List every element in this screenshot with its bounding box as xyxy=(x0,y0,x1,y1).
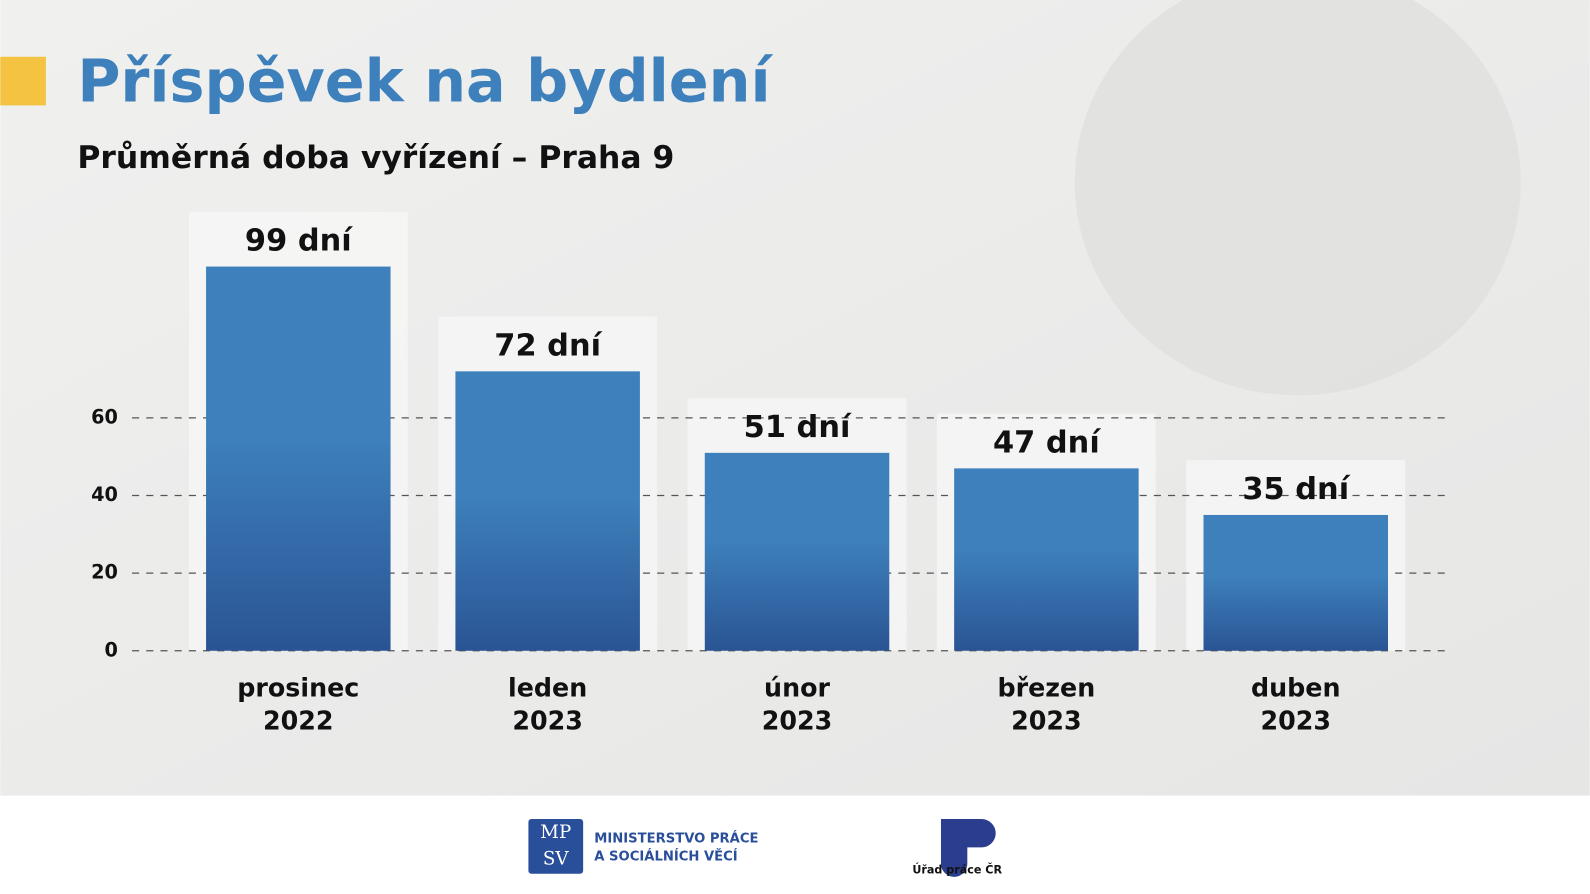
ministry-name: A SOCIÁLNÍCH VĚCÍ xyxy=(594,848,738,865)
value-label: 72 dní xyxy=(494,329,602,364)
bar xyxy=(1203,514,1388,651)
up-logo xyxy=(940,819,996,877)
mpsv-logo xyxy=(528,819,584,874)
y-tick-label: 40 xyxy=(91,483,118,506)
bar xyxy=(954,468,1139,651)
x-tick-label: duben 2023 xyxy=(1251,672,1341,735)
x-tick-label: leden 2023 xyxy=(508,672,587,735)
accent-square xyxy=(0,56,46,106)
logo-text: MP xyxy=(540,822,571,843)
ministry-name: MINISTERSTVO PRÁCE xyxy=(594,829,758,846)
value-label: 35 dní xyxy=(1242,472,1350,507)
y-tick-label: 60 xyxy=(91,405,118,428)
office-name: Úřad práce ČR xyxy=(912,864,1002,877)
value-label: 47 dní xyxy=(993,426,1101,461)
subtitle: Průměrná doba vyřízení – Praha 9 xyxy=(77,139,674,176)
bar xyxy=(455,371,640,651)
x-tick-label: prosinec 2022 xyxy=(237,672,359,735)
footer xyxy=(0,795,1590,890)
y-tick-label: 20 xyxy=(91,561,118,584)
y-tick-label: 0 xyxy=(104,638,117,661)
x-tick-label: březen 2023 xyxy=(998,672,1096,735)
photo-backdrop xyxy=(1074,0,1521,396)
plot: 0 20 40 60 99 dní prosinec 2022 72 dní leden 2023… xyxy=(91,211,1445,736)
value-label: 99 dní xyxy=(245,224,353,259)
bar xyxy=(206,266,391,651)
title: Příspěvek na bydlení xyxy=(77,46,773,115)
logo-text: SV xyxy=(543,849,569,870)
bar xyxy=(704,452,890,651)
x-tick-label: únor 2023 xyxy=(762,672,833,735)
value-label: 51 dní xyxy=(744,410,852,445)
